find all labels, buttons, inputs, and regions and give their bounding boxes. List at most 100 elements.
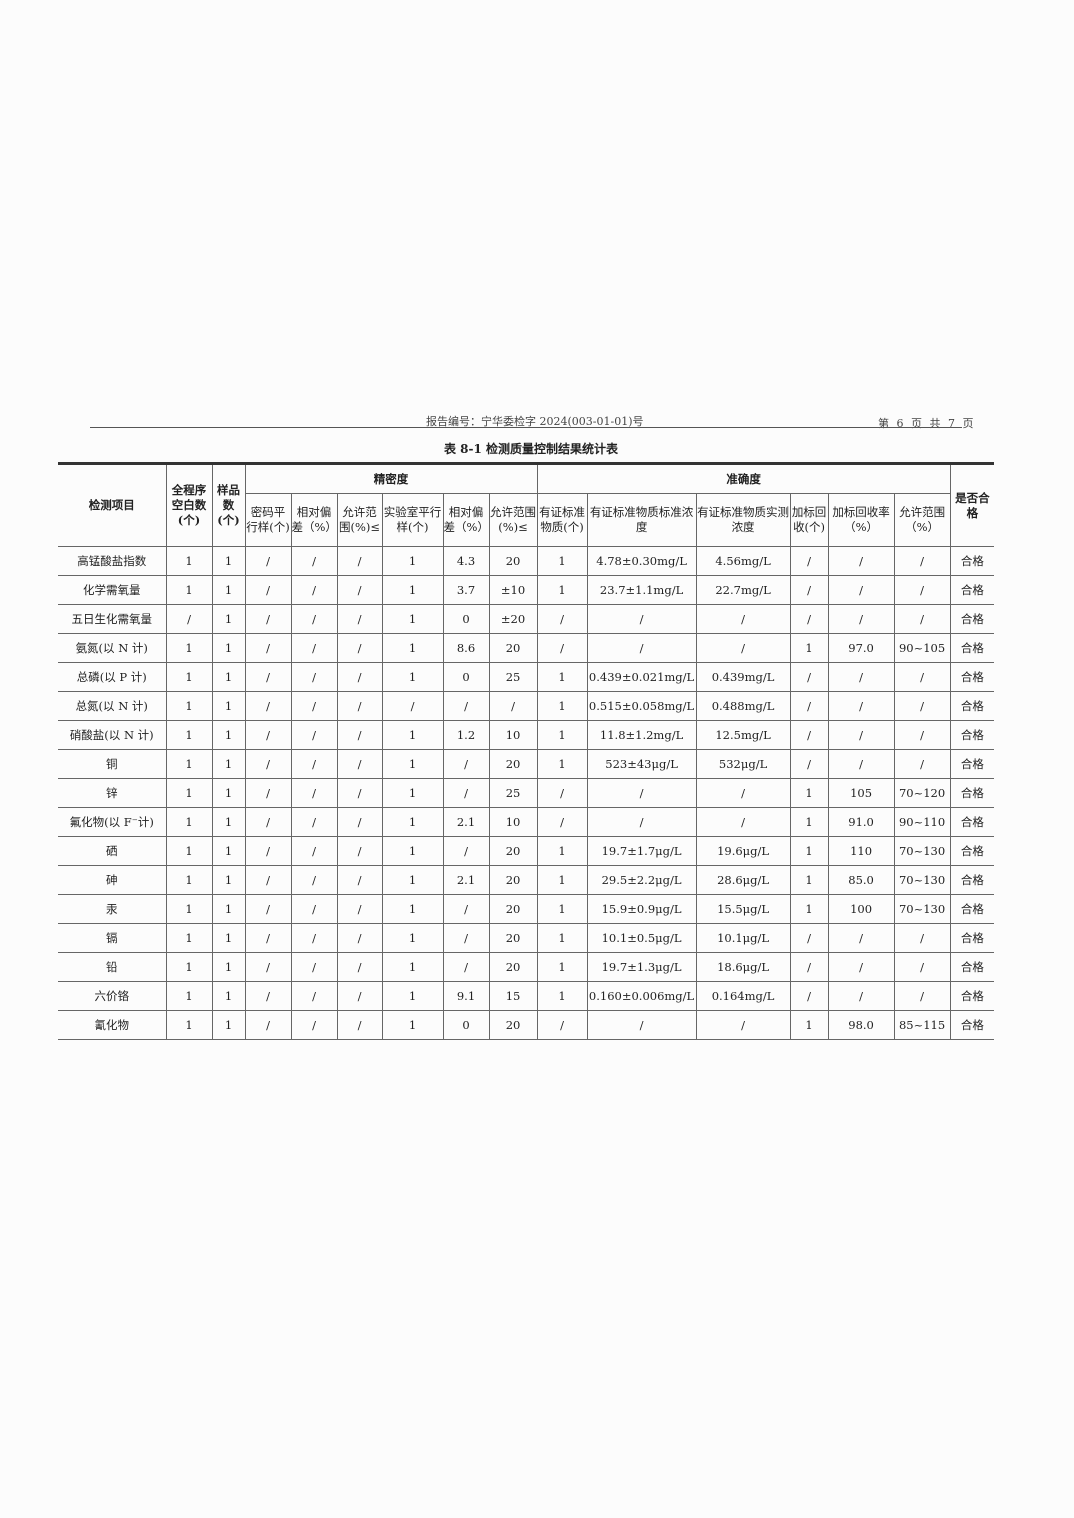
- value-cell: /: [442, 749, 490, 779]
- value-cell: 25: [488, 662, 538, 692]
- item-name-cell: 铅: [58, 952, 167, 982]
- value-cell: 20: [488, 865, 538, 895]
- value-cell: 1: [789, 807, 829, 837]
- pass-cell: 合格: [949, 546, 995, 576]
- value-cell: /: [789, 662, 829, 692]
- pass-cell: 合格: [949, 749, 995, 779]
- value-cell: 20: [488, 546, 538, 576]
- value-cell: 1: [381, 662, 444, 692]
- table-row: 五日生化需氧量/1///1 0 ±20// / / / / 合格: [58, 604, 995, 634]
- value-cell: /: [244, 778, 292, 808]
- value-cell: /: [789, 720, 829, 750]
- value-cell: 20: [488, 1010, 538, 1040]
- value-cell: 1: [211, 575, 246, 605]
- subcol-header: 有证标准物质(个): [536, 493, 588, 547]
- value-cell: 1: [536, 720, 588, 750]
- value-cell: /: [244, 720, 292, 750]
- value-cell: /: [290, 952, 338, 982]
- item-name-cell: 氨氮(以 N 计): [58, 633, 167, 663]
- pass-cell: 合格: [949, 662, 995, 692]
- value-cell: /: [336, 865, 383, 895]
- value-cell: /: [336, 749, 383, 779]
- value-cell: 97.0: [827, 633, 895, 663]
- value-cell: /: [290, 1010, 338, 1040]
- value-cell: /: [536, 633, 588, 663]
- value-cell: 70~130: [893, 836, 951, 866]
- value-cell: /: [827, 981, 895, 1011]
- value-cell: 18.6μg/L: [695, 952, 791, 982]
- table-row: 铜 1 1///1/20 1 523±43μg/L 532μg/L / / / 合格: [58, 749, 995, 779]
- value-cell: /: [290, 604, 338, 634]
- value-cell: /: [244, 604, 292, 634]
- value-cell: /: [290, 633, 338, 663]
- value-cell: /: [695, 633, 791, 663]
- value-cell: 1: [381, 575, 444, 605]
- subcol-header: 有证标准物质标准浓度: [586, 493, 697, 547]
- value-cell: /: [536, 778, 588, 808]
- value-cell: /: [893, 923, 951, 953]
- table-row: 化学需氧量 1 1///1 3.7 ±10 1 23.7±1.1mg/L 22.7mg/L / /…: [58, 575, 995, 605]
- subcol-header: 相对偏差（%）: [442, 493, 490, 547]
- value-cell: 1: [165, 981, 213, 1011]
- value-cell: /: [165, 604, 213, 634]
- value-cell: 12.5mg/L: [695, 720, 791, 750]
- value-cell: 85.0: [827, 865, 895, 895]
- value-cell: /: [789, 749, 829, 779]
- item-name-cell: 化学需氧量: [58, 575, 167, 605]
- value-cell: 70~130: [893, 865, 951, 895]
- value-cell: 1: [381, 981, 444, 1011]
- value-cell: 100: [827, 894, 895, 924]
- value-cell: /: [244, 749, 292, 779]
- col-pass: 是否合格: [949, 463, 995, 547]
- value-cell: 1: [381, 633, 444, 663]
- value-cell: 1: [165, 778, 213, 808]
- subcol-header: 密码平行样(个): [245, 493, 292, 547]
- subcol-header: 实验室平行样(个): [381, 493, 444, 547]
- value-cell: /: [442, 952, 490, 982]
- value-cell: /: [336, 720, 383, 750]
- value-cell: 10: [488, 807, 538, 837]
- table-row: 氨氮(以 N 计) 1 1///1 8.6 20///1 97.0 90~105 合格: [58, 633, 995, 663]
- table-row: 锌 1 1///1/25///1 105 70~120 合格: [58, 778, 995, 808]
- value-cell: 0.515±0.058mg/L: [586, 691, 697, 721]
- value-cell: 0.160±0.006mg/L: [586, 981, 697, 1011]
- value-cell: 105: [827, 778, 895, 808]
- subcol-header: 加标回收率（%）: [827, 493, 895, 547]
- value-cell: 1: [211, 981, 246, 1011]
- value-cell: 1: [381, 1010, 444, 1040]
- value-cell: 1: [536, 923, 588, 953]
- value-cell: /: [290, 575, 338, 605]
- value-cell: 1: [381, 749, 444, 779]
- value-cell: 1: [165, 923, 213, 953]
- item-name-cell: 氰化物: [58, 1010, 167, 1040]
- value-cell: 1: [165, 546, 213, 576]
- value-cell: /: [290, 836, 338, 866]
- value-cell: 1: [381, 894, 444, 924]
- subcol-header: 允许范围（%）: [893, 493, 951, 547]
- value-cell: 1: [381, 807, 444, 837]
- value-cell: /: [695, 778, 791, 808]
- value-cell: 4.78±0.30mg/L: [586, 546, 697, 576]
- value-cell: /: [893, 546, 951, 576]
- value-cell: 0.439mg/L: [695, 662, 791, 692]
- item-name-cell: 砷: [58, 865, 167, 895]
- value-cell: 1: [165, 894, 213, 924]
- value-cell: /: [244, 836, 292, 866]
- value-cell: /: [789, 952, 829, 982]
- value-cell: 532μg/L: [695, 749, 791, 779]
- value-cell: /: [381, 691, 444, 721]
- pass-cell: 合格: [949, 923, 995, 953]
- value-cell: 1: [536, 894, 588, 924]
- value-cell: /: [290, 807, 338, 837]
- value-cell: 25: [488, 778, 538, 808]
- value-cell: /: [893, 952, 951, 982]
- value-cell: 1: [211, 923, 246, 953]
- value-cell: 1: [536, 981, 588, 1011]
- pass-cell: 合格: [949, 691, 995, 721]
- value-cell: /: [290, 720, 338, 750]
- value-cell: 0: [442, 604, 490, 634]
- value-cell: /: [789, 604, 829, 634]
- item-name-cell: 六价铬: [58, 981, 167, 1011]
- value-cell: /: [586, 1010, 697, 1040]
- value-cell: 1: [165, 1010, 213, 1040]
